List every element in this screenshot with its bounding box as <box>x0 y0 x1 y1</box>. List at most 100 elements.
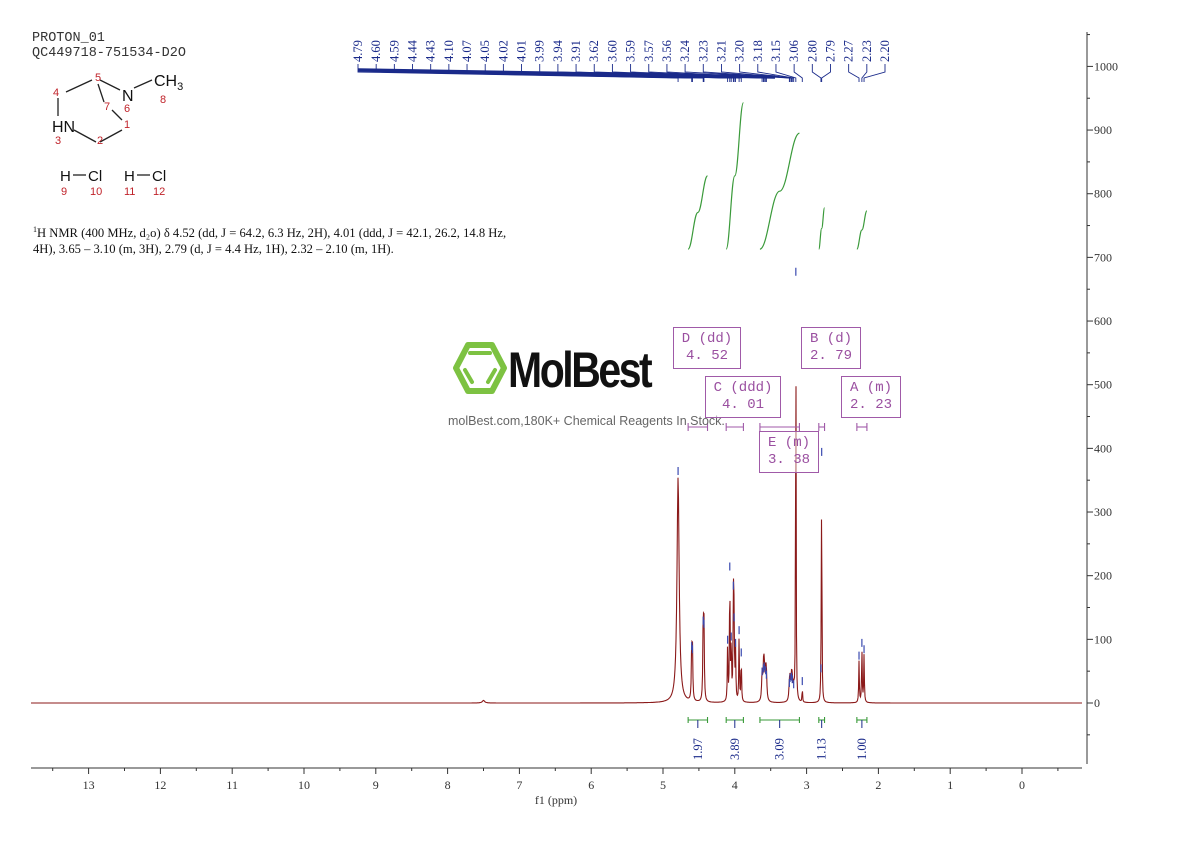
integral-curve <box>759 132 800 250</box>
x-tick-label: 1 <box>947 778 953 792</box>
label-connector <box>821 70 831 82</box>
multiplet-label: A (m) <box>849 380 892 396</box>
integral-curve <box>687 175 709 250</box>
sample-id: QC449718-751534-D2O <box>32 46 186 61</box>
integral-value: 1.97 <box>691 738 705 760</box>
peak-label: 3.20 <box>733 40 747 62</box>
peak-label: 4.44 <box>406 39 420 62</box>
y-tick-label: 1000 <box>1094 59 1118 73</box>
peak-label: 3.24 <box>678 39 692 62</box>
peak-label: 3.99 <box>533 40 547 62</box>
peak-label: 3.57 <box>642 40 656 62</box>
peak-label: 4.79 <box>351 40 365 62</box>
svg-text:9: 9 <box>61 186 67 198</box>
label-bundle <box>357 68 776 79</box>
peak-label: 3.21 <box>714 40 728 62</box>
x-tick-label: 5 <box>660 778 666 792</box>
label-connector <box>739 70 793 82</box>
multiplet-box-b: B (d) 2. 79 <box>801 327 861 369</box>
peak-label: 3.94 <box>551 39 565 62</box>
y-tick-label: 300 <box>1094 505 1112 519</box>
svg-text:8: 8 <box>160 94 166 106</box>
salt-cl-1: Cl <box>88 168 102 185</box>
multiplet-shift: 3. 38 <box>767 452 810 468</box>
peak-label: 4.59 <box>387 40 401 62</box>
x-tick-label: 10 <box>298 778 310 792</box>
nmr-line-2: 4H), 3.65 – 3.10 (m, 3H), 2.79 (d, J = 4… <box>33 242 394 257</box>
atom-numbers: 5 4 7 6 1 2 3 8 <box>53 72 166 147</box>
atom-ch3: CH3 <box>154 73 183 93</box>
y-tick-label: 700 <box>1094 250 1112 264</box>
peak-label: 2.80 <box>805 40 819 62</box>
integral-value: 3.89 <box>728 738 742 760</box>
spectrum-trace <box>31 386 1082 704</box>
molbest-logo <box>452 340 508 401</box>
svg-text:2: 2 <box>97 135 103 147</box>
svg-text:3: 3 <box>55 135 61 147</box>
integral-curve <box>856 210 868 250</box>
integral-curve <box>725 102 745 250</box>
atom-hn: HN <box>52 119 75 136</box>
multiplet-label: D (dd) <box>681 331 733 347</box>
label-connector <box>863 70 886 82</box>
y-tick-label: 900 <box>1094 123 1112 137</box>
atom-n: N <box>122 88 134 105</box>
x-tick-label: 9 <box>373 778 379 792</box>
x-tick-label: 3 <box>804 778 810 792</box>
label-connector <box>757 70 795 82</box>
x-tick-label: 4 <box>732 778 738 792</box>
multiplet-shift: 4. 01 <box>721 397 764 413</box>
peak-label: 3.62 <box>587 40 601 62</box>
molecule-structure: N CH3 HN 5 4 7 6 1 2 3 8 H Cl H Cl 9 10 … <box>52 72 183 198</box>
integral-value: 3.09 <box>773 738 787 760</box>
svg-text:6: 6 <box>124 103 130 115</box>
peak-label: 4.02 <box>496 40 510 62</box>
multiplet-box-a: A (m) 2. 23 <box>841 376 901 418</box>
y-tick-label: 400 <box>1094 441 1112 455</box>
y-tick-label: 0 <box>1094 696 1100 710</box>
hexagon-logo-icon <box>453 342 507 394</box>
svg-text:4: 4 <box>53 87 59 99</box>
multiplet-label: B (d) <box>809 331 852 347</box>
multiplet-box-e: E (m) 3. 38 <box>759 431 819 473</box>
svg-text:5: 5 <box>95 72 101 84</box>
watermark-brand: MolBest <box>508 342 653 398</box>
peak-label: 4.05 <box>478 40 492 62</box>
integral-value: 1.13 <box>815 738 829 760</box>
label-connector <box>811 70 822 82</box>
multiplet-shift: 2. 23 <box>849 397 892 413</box>
svg-text:10: 10 <box>90 186 102 198</box>
peak-label: 3.23 <box>696 40 710 62</box>
integral-value: 1.00 <box>855 738 869 760</box>
peak-label: 2.23 <box>860 40 874 62</box>
spectrum-header: PROTON_01 QC449718-751534-D2O <box>32 31 186 61</box>
peak-label: 2.79 <box>823 40 837 62</box>
x-tick-label: 0 <box>1019 778 1025 792</box>
peak-label: 3.59 <box>624 40 638 62</box>
peak-label: 2.27 <box>842 40 856 62</box>
x-tick-label: 8 <box>445 778 451 792</box>
x-tick-label: 13 <box>83 778 95 792</box>
y-tick-label: 500 <box>1094 378 1112 392</box>
peak-label: 3.56 <box>660 40 674 62</box>
svg-text:11: 11 <box>124 186 135 198</box>
multiplet-label: E (m) <box>767 435 810 451</box>
label-connector <box>848 70 860 82</box>
x-tick-label: 12 <box>154 778 166 792</box>
experiment-name: PROTON_01 <box>32 31 105 46</box>
peak-label: 3.91 <box>569 40 583 62</box>
peak-label: 3.15 <box>769 40 783 62</box>
label-connector <box>793 70 803 82</box>
x-tick-label: 11 <box>226 778 238 792</box>
superscript: 1 <box>33 225 37 234</box>
nmr-description: 1H NMR (400 MHz, d₂o) δ 4.52 (dd, J = 64… <box>33 222 633 257</box>
integral-curve <box>818 207 826 250</box>
x-tick-label: 7 <box>516 778 522 792</box>
svg-text:7: 7 <box>104 101 110 113</box>
x-axis-title: f1 (ppm) <box>535 793 577 807</box>
salt-h-2: H <box>124 168 135 185</box>
peak-label: 4.01 <box>515 40 529 62</box>
label-connector <box>861 70 868 82</box>
multiplet-label: C (ddd) <box>713 380 773 396</box>
